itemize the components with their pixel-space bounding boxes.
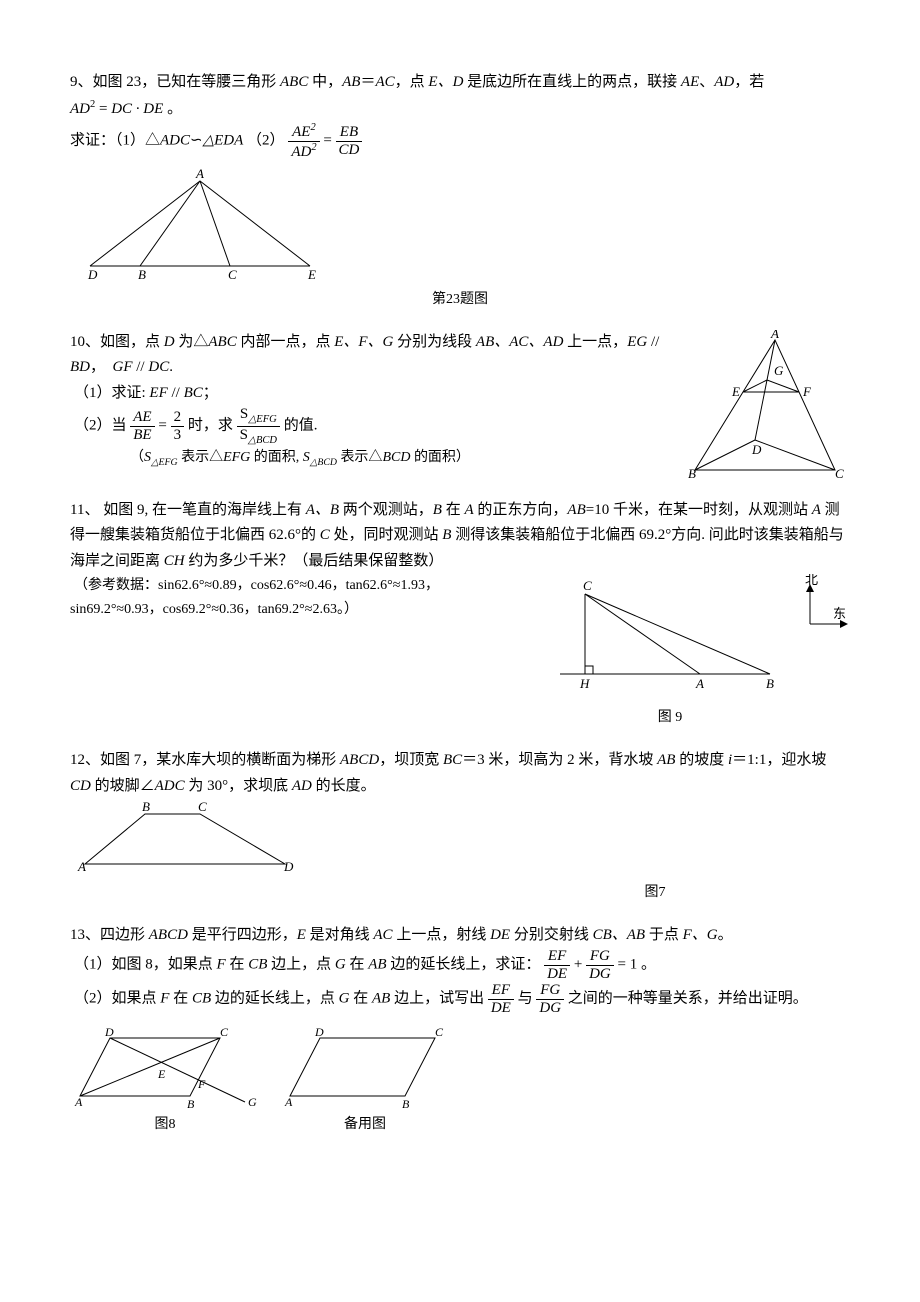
svg-text:G: G [774,363,784,378]
svg-text:A: A [770,330,779,341]
svg-text:B: B [688,466,696,480]
p9-eq1: AD2 = DC · DE 。 [70,96,850,123]
svg-text:B: B [402,1097,410,1111]
var-ab: AB [342,74,360,90]
svg-text:D: D [87,267,98,282]
p11-body: 11、 如图 9, 在一笔直的海岸线上有 A、B 两个观测站，B 在 A 的正东… [70,498,850,575]
svg-text:F: F [802,384,812,399]
p12-body: 12、如图 7，某水库大坝的横断面为梯形 ABCD，坝顶宽 BC＝3 米，坝高为… [70,748,850,799]
p9-fig-caption: 第23题图 [70,288,850,312]
svg-text:E: E [307,267,316,282]
p11-figure: C H A B 北 东 图 9 [530,574,850,730]
p13-sub2: （2）如果点 F 在 CB 边的延长线上，点 G 在 AB 边上，试写出 EFD… [74,982,850,1016]
svg-text:D: D [104,1026,114,1039]
p12-figure: A B C D 图7 [70,799,850,905]
p10-note: （S△EFG 表示△EFG 的面积, S△BCD 表示△BCD 的面积） [130,446,680,471]
svg-text:D: D [283,859,294,874]
svg-text:E: E [157,1067,166,1081]
p11-ref1: （参考数据：sin62.6°≈0.89，cos62.6°≈0.46，tan62.… [74,574,530,598]
svg-text:A: A [284,1095,293,1109]
var-ad: AD [714,74,734,90]
problem-13: 13、四边形 ABCD 是平行四边形，E 是对角线 AC 上一点，射线 DE 分… [70,923,850,1137]
text: （2） [247,132,285,148]
p13-sub1: （1）如图 8，如果点 F 在 CB 边上，点 G 在 AB 边的延长线上，求证… [74,948,850,982]
var: △EDA [203,132,244,148]
svg-text:B: B [142,799,150,814]
svg-text:A: A [195,166,204,181]
var-ac: AC [375,74,394,90]
text: 。 [163,101,182,117]
problem-11: 11、 如图 9, 在一笔直的海岸线上有 A、B 两个观测站，B 在 A 的正东… [70,498,850,730]
p9-figure: A D B C E 第23题图 [70,166,850,312]
p9-line1: 9、如图 23，已知在等腰三角形 ABC 中，AB＝AC，点 E、D 是底边所在… [70,70,850,96]
svg-text:C: C [435,1026,444,1039]
text: 是底边所在直线上的两点，联接 [463,74,681,90]
svg-text:A: A [695,676,704,691]
problem-10: 10、如图，点 D 为△ABC 内部一点，点 E、F、G 分别为线段 AB、AC… [70,330,850,480]
svg-text:东: 东 [833,606,846,621]
frac-eb-cd: EB CD [336,124,363,158]
fig-caption: 图8 [70,1113,260,1137]
p13-figures: A B C D E F G 图8 A B C D 备用图 [70,1026,850,1137]
svg-text:C: C [583,578,592,593]
svg-text:H: H [579,676,590,691]
svg-text:B: B [766,676,774,691]
p10-line1: 10、如图，点 D 为△ABC 内部一点，点 E、F、G 分别为线段 AB、AC… [70,330,680,381]
p13-line1: 13、四边形 ABCD 是平行四边形，E 是对角线 AC 上一点，射线 DE 分… [70,923,850,949]
p11-ref2: sin69.2°≈0.93，cos69.2°≈0.36，tan69.2°≈2.6… [70,598,530,622]
var-ae: AE [681,74,699,90]
p12-fig-caption: 图7 [540,881,770,905]
eq: = [95,101,111,117]
svg-text:A: A [74,1095,83,1109]
p10-figure: A B C D E F G [680,330,850,480]
text: ，点 [395,74,429,90]
var-ed: E、D [428,74,463,90]
svg-text:F: F [197,1077,206,1091]
text: 中， [308,74,342,90]
sim: ∽ [190,132,203,148]
text: 9、如图 23，已知在等腰三角形 [70,74,280,90]
p9-prove: 求证：（1）△ADC∽△EDA （2） AE2 AD2 = EB CD [70,122,850,160]
p10-sub1: （1）求证: EF // BC； [74,381,680,407]
p13-figbak: A B C D 备用图 [280,1026,450,1137]
var: DC · DE [111,101,163,117]
p10-sub2: （2）当 AEBE = 23 时，求 S△EFG S△BCD 的值. [74,406,680,446]
text: 求证：（1）△ [70,132,160,148]
fig-caption: 备用图 [280,1113,450,1137]
frac-ae2-ad2: AE2 AD2 [288,122,319,160]
var: AD [70,101,90,117]
svg-text:B: B [187,1097,195,1111]
problem-9: 9、如图 23，已知在等腰三角形 ABC 中，AB＝AC，点 E、D 是底边所在… [70,70,850,312]
svg-text:G: G [248,1095,257,1109]
p9-svg: A D B C E [70,166,330,286]
text: ，若 [734,74,764,90]
svg-text:B: B [138,267,146,282]
var: ADC [160,132,190,148]
svg-text:E: E [731,384,740,399]
var-abc: ABC [280,74,308,90]
svg-text:A: A [77,859,86,874]
svg-text:C: C [198,799,207,814]
svg-text:C: C [228,267,237,282]
svg-text:D: D [751,442,762,457]
problem-12: 12、如图 7，某水库大坝的横断面为梯形 ABCD，坝顶宽 BC＝3 米，坝高为… [70,748,850,905]
svg-text:C: C [835,466,844,480]
p11-fig-caption: 图 9 [490,706,850,730]
svg-text:D: D [314,1026,324,1039]
p13-fig8: A B C D E F G 图8 [70,1026,260,1137]
svg-text:C: C [220,1026,229,1039]
svg-text:北: 北 [805,574,818,587]
